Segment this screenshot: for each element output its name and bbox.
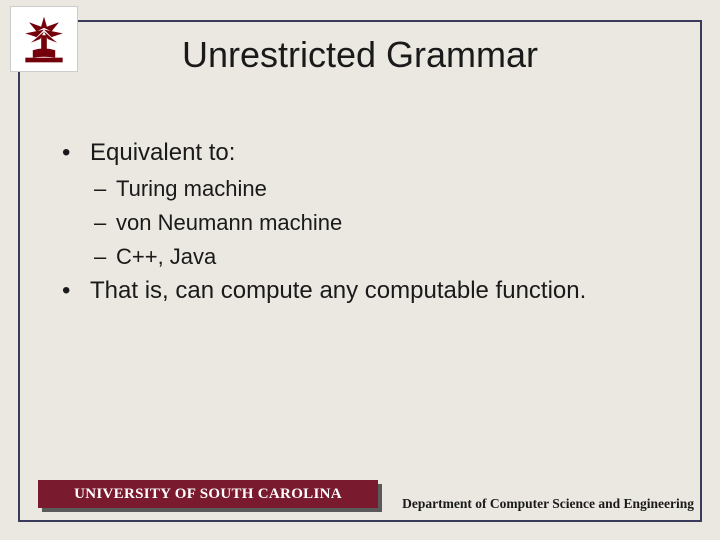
slide-content: • Equivalent to: – Turing machine – von … xyxy=(62,136,680,311)
bullet-marker: • xyxy=(62,274,90,309)
slide-title: Unrestricted Grammar xyxy=(0,34,720,76)
sub-item: – Turing machine xyxy=(94,173,680,205)
bullet-text: That is, can compute any computable func… xyxy=(90,274,586,309)
footer-left-main: UNIVERSITY OF SOUTH CAROLINA xyxy=(38,480,378,508)
sub-item: – von Neumann machine xyxy=(94,207,680,239)
bullet-item: • That is, can compute any computable fu… xyxy=(62,274,680,309)
sub-item: – C++, Java xyxy=(94,241,680,273)
bullet-text: Equivalent to: xyxy=(90,136,235,171)
sub-text: Turing machine xyxy=(116,173,267,205)
sub-marker: – xyxy=(94,207,116,239)
bullet-marker: • xyxy=(62,136,90,171)
bullet-item: • Equivalent to: xyxy=(62,136,680,171)
sub-text: von Neumann machine xyxy=(116,207,342,239)
university-name: UNIVERSITY OF SOUTH CAROLINA xyxy=(74,486,342,503)
sub-text: C++, Java xyxy=(116,241,216,273)
department-name: Department of Computer Science and Engin… xyxy=(402,496,694,512)
sub-marker: – xyxy=(94,241,116,273)
footer-left-box: UNIVERSITY OF SOUTH CAROLINA xyxy=(38,480,378,508)
sub-marker: – xyxy=(94,173,116,205)
